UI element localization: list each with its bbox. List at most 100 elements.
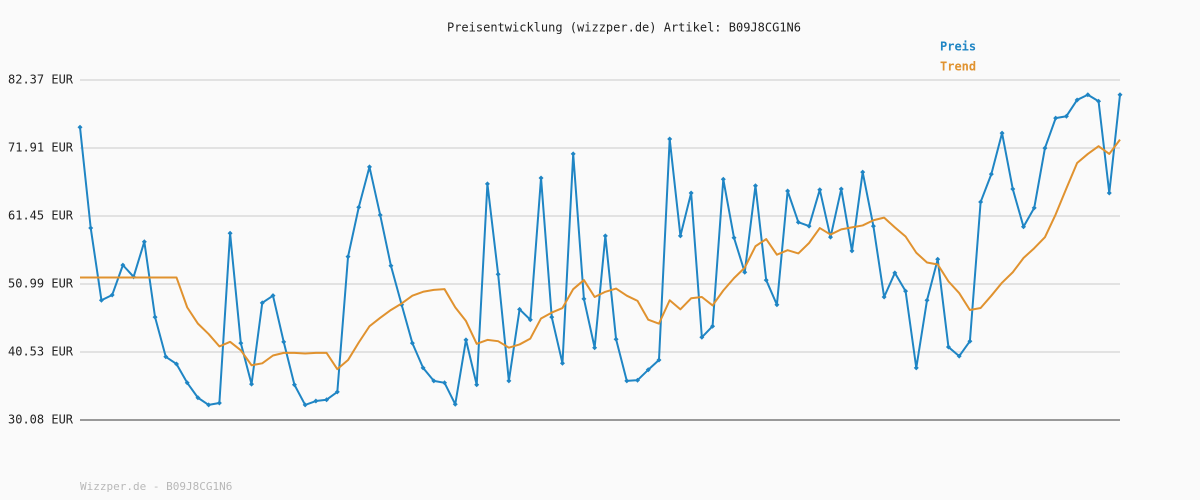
data-point bbox=[592, 345, 598, 351]
data-point bbox=[463, 337, 469, 343]
data-point bbox=[1053, 115, 1059, 121]
data-point bbox=[763, 277, 769, 283]
data-point bbox=[1074, 97, 1080, 103]
data-point bbox=[988, 171, 994, 177]
data-point bbox=[474, 382, 480, 388]
data-point bbox=[731, 235, 737, 241]
y-tick-label: 61.45 EUR bbox=[8, 209, 74, 223]
data-point bbox=[281, 339, 287, 345]
y-tick-label: 30.08 EUR bbox=[8, 413, 74, 427]
data-point bbox=[517, 306, 523, 312]
data-point bbox=[1042, 145, 1048, 151]
data-point bbox=[259, 300, 265, 306]
data-point bbox=[999, 130, 1005, 136]
data-point bbox=[838, 186, 844, 192]
data-point bbox=[195, 395, 201, 401]
data-point bbox=[967, 338, 973, 344]
data-point bbox=[688, 190, 694, 196]
data-point bbox=[860, 169, 866, 175]
data-point bbox=[677, 233, 683, 239]
data-point bbox=[956, 353, 962, 359]
data-point bbox=[324, 397, 330, 403]
y-tick-label: 71.91 EUR bbox=[8, 141, 74, 155]
legend-label: Trend bbox=[940, 60, 976, 74]
data-point bbox=[206, 402, 212, 408]
data-point bbox=[173, 361, 179, 367]
data-point bbox=[495, 271, 501, 277]
data-point bbox=[152, 314, 158, 320]
data-point bbox=[452, 401, 458, 407]
data-point bbox=[624, 378, 630, 384]
series-line bbox=[80, 139, 1121, 371]
data-point bbox=[120, 262, 126, 268]
data-point bbox=[720, 176, 726, 182]
data-point bbox=[527, 317, 533, 323]
data-point bbox=[366, 164, 372, 170]
data-point bbox=[913, 365, 919, 371]
data-point bbox=[1117, 92, 1123, 98]
legend-label: Preis bbox=[940, 40, 976, 54]
data-point bbox=[88, 225, 94, 231]
data-point bbox=[602, 233, 608, 239]
data-point bbox=[978, 199, 984, 205]
data-point bbox=[484, 181, 490, 187]
data-point bbox=[538, 175, 544, 181]
data-point bbox=[442, 380, 448, 386]
y-tick-label: 82.37 EUR bbox=[8, 73, 74, 87]
data-point bbox=[1021, 224, 1027, 230]
data-point bbox=[1106, 190, 1112, 196]
data-point bbox=[699, 334, 705, 340]
data-point bbox=[935, 256, 941, 262]
data-point bbox=[881, 294, 887, 300]
data-point bbox=[667, 136, 673, 142]
y-tick-label: 50.99 EUR bbox=[8, 277, 74, 291]
data-point bbox=[774, 302, 780, 308]
data-point bbox=[903, 288, 909, 294]
data-point bbox=[77, 124, 83, 130]
data-point bbox=[645, 367, 651, 373]
data-point bbox=[635, 377, 641, 383]
series-line bbox=[79, 93, 1121, 406]
data-point bbox=[870, 223, 876, 229]
data-point bbox=[313, 398, 319, 404]
data-point bbox=[1096, 98, 1102, 104]
data-point bbox=[184, 380, 190, 386]
data-point bbox=[752, 183, 758, 189]
footer: Wizzper.de - B09J8CG1N6 bbox=[80, 480, 232, 493]
data-point bbox=[581, 296, 587, 302]
data-point bbox=[302, 402, 308, 408]
data-point bbox=[109, 292, 115, 298]
data-point bbox=[249, 381, 255, 387]
data-point bbox=[377, 212, 383, 218]
data-point bbox=[270, 293, 276, 299]
data-point bbox=[742, 269, 748, 275]
data-point bbox=[924, 297, 930, 303]
data-point bbox=[849, 248, 855, 254]
data-point bbox=[141, 239, 147, 245]
data-point bbox=[216, 400, 222, 406]
data-point bbox=[291, 382, 297, 388]
data-point bbox=[1031, 205, 1037, 211]
data-point bbox=[356, 204, 362, 210]
data-point bbox=[334, 389, 340, 395]
data-point bbox=[1010, 186, 1016, 192]
data-point bbox=[817, 187, 823, 193]
data-point bbox=[388, 263, 394, 269]
data-point bbox=[431, 378, 437, 384]
data-point bbox=[1085, 92, 1091, 98]
y-tick-label: 40.53 EUR bbox=[8, 345, 74, 359]
data-point bbox=[345, 254, 351, 260]
data-point bbox=[506, 378, 512, 384]
data-point bbox=[1063, 113, 1069, 119]
data-point bbox=[828, 234, 834, 240]
data-point bbox=[892, 270, 898, 276]
data-point bbox=[795, 219, 801, 225]
data-point bbox=[710, 323, 716, 329]
data-point bbox=[227, 230, 233, 236]
data-point bbox=[559, 360, 565, 366]
chart-title: Preisentwicklung (wizzper.de) Artikel: B… bbox=[447, 21, 801, 35]
data-point bbox=[570, 151, 576, 157]
data-point bbox=[163, 354, 169, 360]
